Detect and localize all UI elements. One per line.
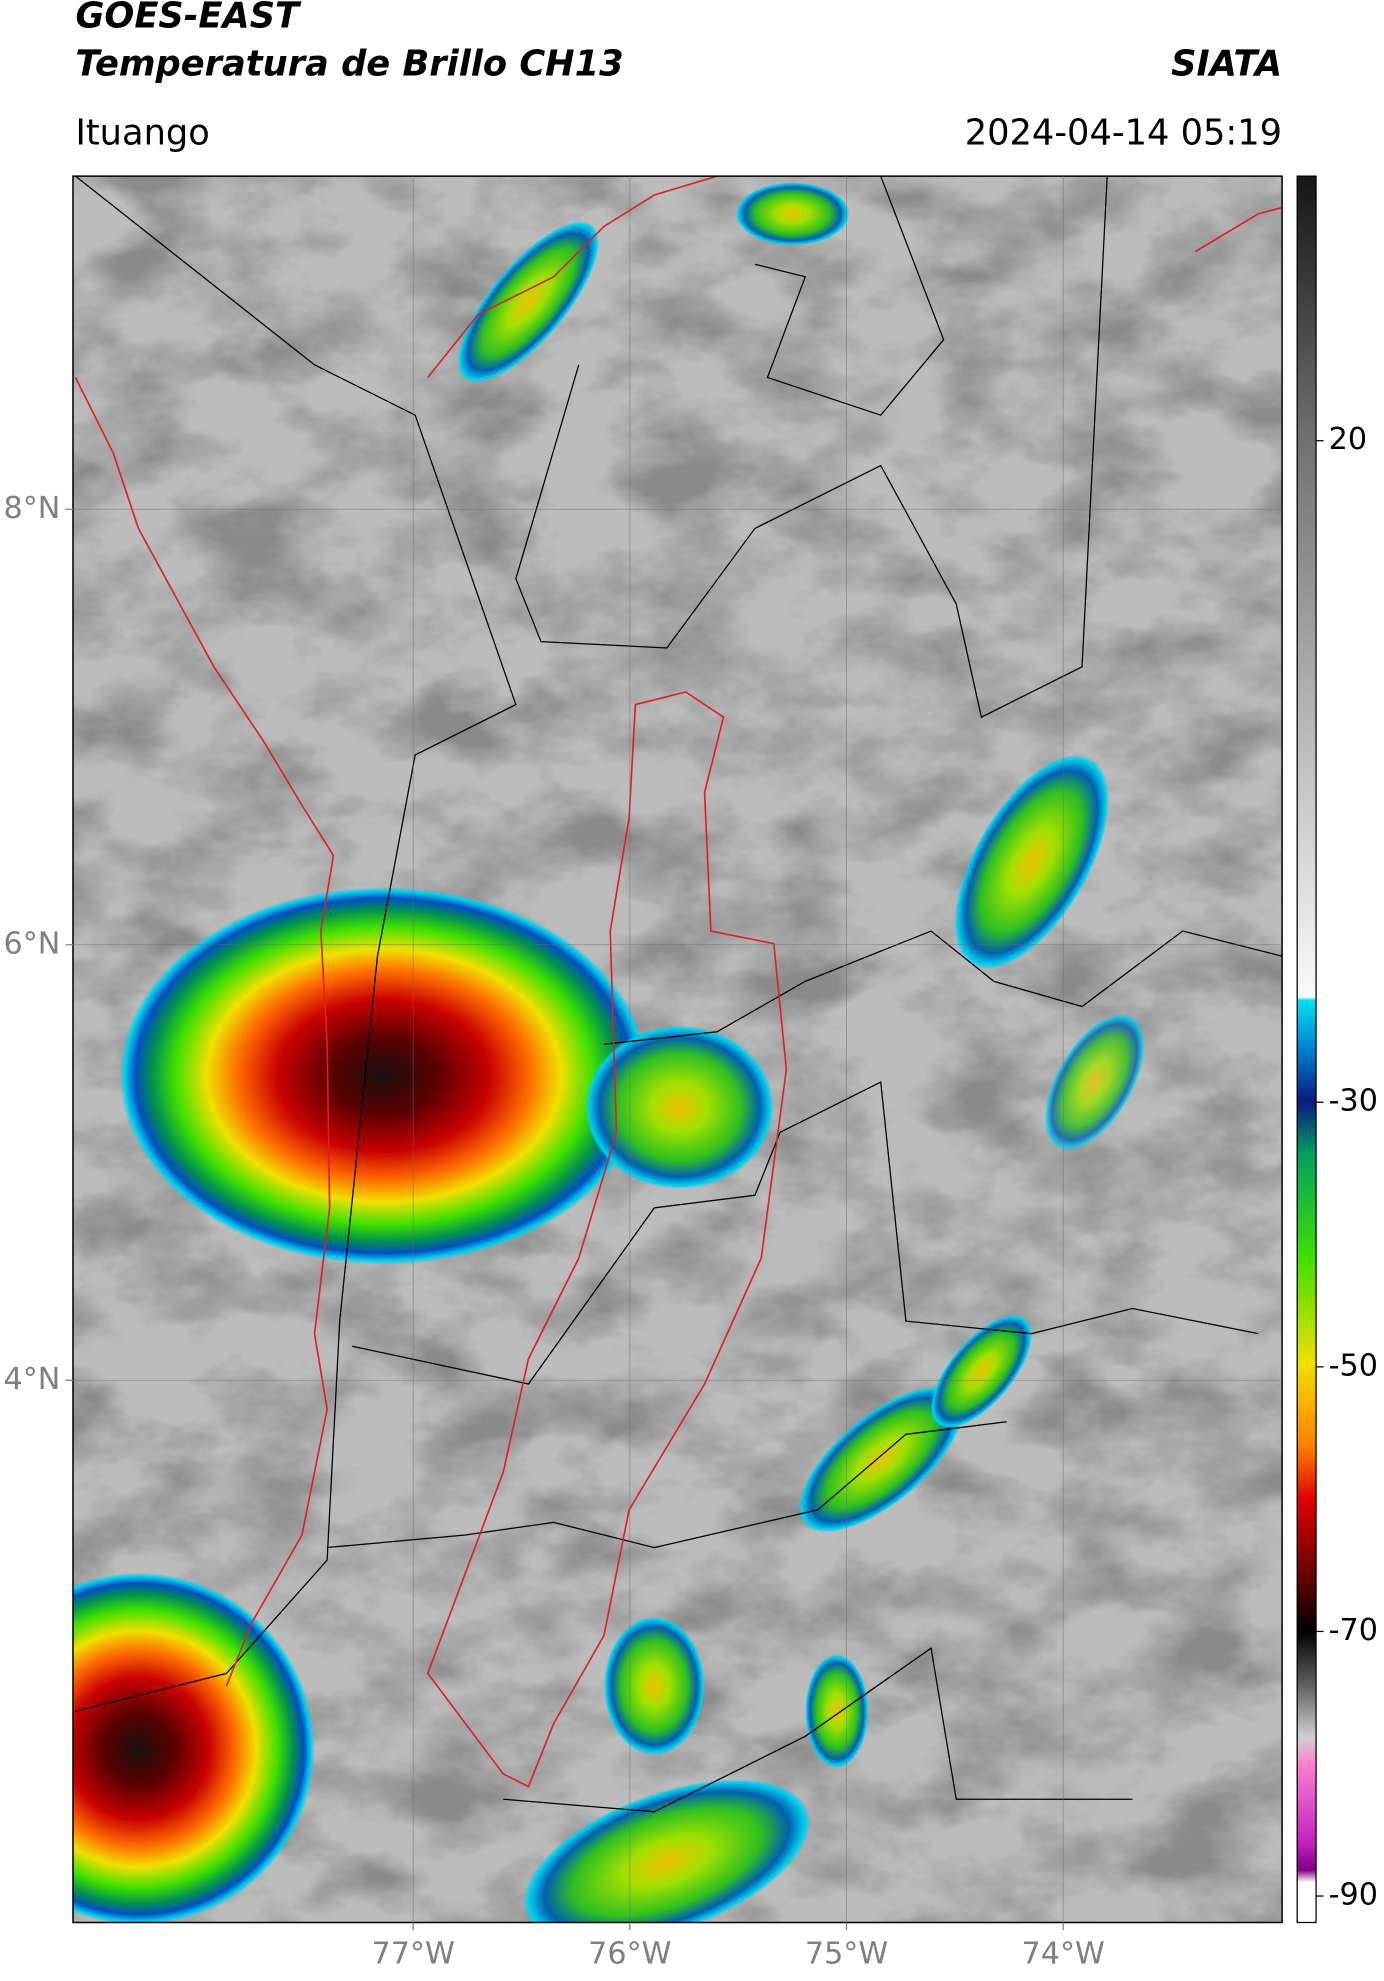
subtitle: Temperatura de Brillo CH13 — [75, 43, 623, 84]
datetime: 2024-04-14 05:19 — [965, 113, 1282, 154]
lat-tick-label: 4°N — [4, 1362, 61, 1397]
lat-tick-label: 8°N — [4, 491, 61, 526]
lon-tick-label: 75°W — [805, 1937, 888, 1972]
lon-tick-label: 76°W — [588, 1937, 671, 1972]
lon-tick-label: 77°W — [371, 1937, 454, 1972]
colorbar — [1296, 175, 1317, 1924]
satellite-image — [72, 176, 1283, 1923]
colorbar-tick-label: -90 — [1329, 1878, 1378, 1913]
source: SIATA — [1171, 43, 1282, 84]
location: Ituango — [75, 113, 209, 154]
map-frame — [72, 175, 1283, 1924]
title: GOES-EAST — [75, 0, 302, 37]
colorbar-tick-label: -30 — [1329, 1084, 1378, 1119]
colorbar-tick-label: -50 — [1329, 1348, 1378, 1383]
colorbar-tick-label: 20 — [1329, 422, 1367, 457]
lon-tick-label: 74°W — [1022, 1937, 1105, 1972]
lat-tick-label: 6°N — [4, 926, 61, 961]
colorbar-tick-label: -70 — [1329, 1613, 1378, 1648]
